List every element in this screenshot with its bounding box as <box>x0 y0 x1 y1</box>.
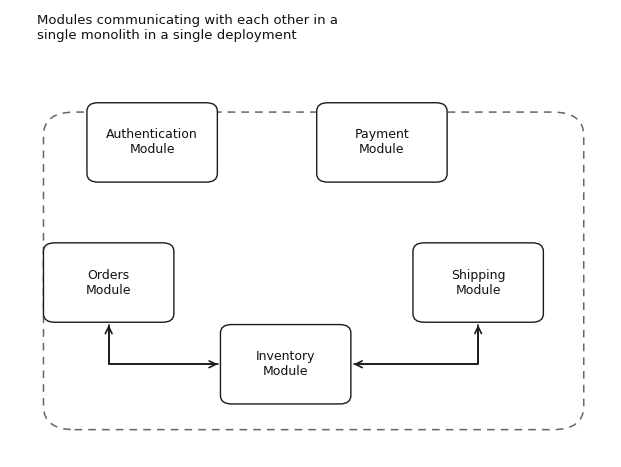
FancyBboxPatch shape <box>413 243 543 322</box>
Text: Modules communicating with each other in a
single monolith in a single deploymen: Modules communicating with each other in… <box>37 14 338 42</box>
FancyBboxPatch shape <box>43 243 174 322</box>
FancyBboxPatch shape <box>317 103 447 182</box>
FancyBboxPatch shape <box>87 103 217 182</box>
Text: Inventory
Module: Inventory Module <box>256 350 315 378</box>
FancyBboxPatch shape <box>220 325 351 404</box>
Text: Shipping
Module: Shipping Module <box>451 269 505 297</box>
Text: Authentication
Module: Authentication Module <box>106 128 198 156</box>
Text: Orders
Module: Orders Module <box>86 269 132 297</box>
Text: Payment
Module: Payment Module <box>355 128 409 156</box>
